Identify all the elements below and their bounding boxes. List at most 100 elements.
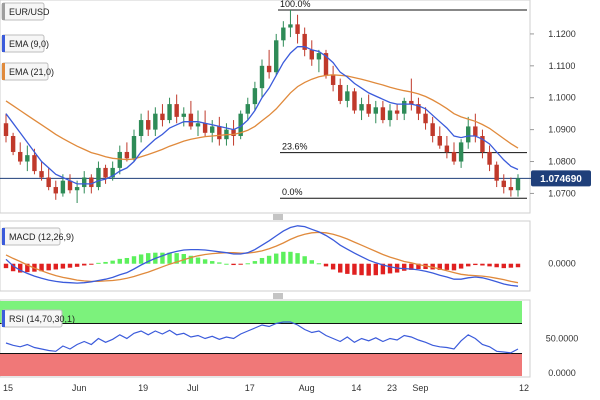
legend-ema-fast[interactable]: EMA (9,0) [1,34,49,53]
macd-histogram-bar [160,252,165,264]
candle-body [345,91,350,101]
macd-histogram-bar [380,263,386,275]
legend-ema-slow[interactable]: EMA (21,0) [1,62,54,81]
x-tick-label: 12 [519,383,529,393]
candle-body [46,177,51,188]
candle-body [430,123,435,137]
macd-histogram-bar [366,263,371,276]
macd-histogram-bar [252,261,258,264]
macd-histogram-bar [96,262,101,264]
macd-histogram-bar [302,256,307,264]
candle-body [174,104,179,117]
macd-histogram-bar [515,263,521,268]
candle-body [444,145,450,152]
macd-histogram-bar [430,263,435,270]
macd-histogram-bar [473,263,478,266]
x-tick-label: Sep [412,383,428,393]
candle-body [437,136,442,146]
candle-body [394,110,400,114]
macd-histogram-bar [103,261,108,264]
candle-body [74,187,80,191]
rsi-tick-label: 50.0000 [546,334,579,344]
candle-body [409,100,414,105]
macd-histogram-bar [167,252,172,264]
macd-tick-label: 0.0000 [548,259,576,269]
ema-layer [5,46,519,185]
candle-body [316,53,322,60]
candle-body [67,180,73,191]
candle-body [231,129,236,137]
price-tick-label: 1.0800 [548,157,576,167]
rsi-label: RSI (14,70,30,1) [9,314,75,324]
candle-body [238,113,243,137]
candle-body [359,104,364,111]
ema-slow-line [5,74,519,161]
macd-histogram-bar [188,255,194,264]
macd-histogram-bar [281,251,286,264]
macd-histogram-bar [409,263,414,270]
macd-histogram-bar [67,263,73,268]
macd-histogram-bar [82,263,87,266]
legend-symbol[interactable]: EUR/USD [1,2,50,21]
macd-histogram-bar [210,261,215,264]
macd-histogram-bar [60,263,66,269]
candle-body [366,104,371,114]
rsi-resize-handle[interactable] [273,293,283,299]
legend-rsi[interactable]: RSI (14,70,30,1) [1,309,75,328]
macd-histogram-bar [352,263,357,275]
x-tick-label: 15 [3,383,13,393]
macd-histogram-bar [295,253,300,264]
macd-histogram-bar [231,263,236,266]
macd-histogram-bar [501,263,506,269]
macd-histogram-bar [245,263,250,265]
ema-fast-line [5,46,519,185]
candle-body [302,33,307,50]
macd-histogram-bar [25,263,30,273]
candle-body [487,151,492,165]
candle-body [494,164,499,181]
fib-label: 100.0% [280,0,311,9]
candle-body [466,126,471,143]
candle-body [416,104,421,114]
fib-label: 23.6% [282,142,308,152]
macd-histogram-bar [323,263,329,267]
macd-histogram-bar [487,263,492,267]
macd-label: MACD (12,26,9) [9,232,74,242]
macd-histogram-bar [466,263,471,267]
rsi-overbought-zone [0,301,522,324]
candle-body [202,123,208,133]
candle-body [195,123,201,127]
candle-body [515,178,521,191]
macd-histogram-bar [202,259,208,264]
candle-body [266,65,272,73]
macd-resize-handle[interactable] [273,214,283,220]
candle-body [338,84,343,101]
rsi-tick-label: 0.0000 [548,368,576,378]
macd-histogram-bar [53,263,58,270]
macd-histogram-bar [274,253,279,264]
macd-histogram-bar [3,263,9,269]
candle-body [373,107,378,114]
candle-body [480,136,485,152]
legend-macd[interactable]: MACD (12,26,9) [1,227,74,246]
macd-histogram-bar [131,256,137,264]
last-price-label: 1.074690 [540,174,582,185]
candle-body [330,75,336,85]
macd-histogram-bar [117,258,122,264]
candle-body [96,167,101,188]
candle-body [245,104,250,114]
candle-body [352,91,357,111]
candle-body [60,180,66,194]
x-tick-label: Jul [187,383,199,393]
rsi-layer [0,321,522,354]
macd-histogram-bar [338,263,343,273]
candle-body [131,136,137,159]
candle-body [53,187,58,194]
macd-histogram-bar [89,263,94,265]
macd-histogram-bar [288,251,293,264]
ema-slow-label: EMA (21,0) [9,67,54,77]
macd-histogram-bar [124,257,130,264]
macd-histogram-bar [373,263,378,276]
macd-histogram-bar [74,263,80,267]
candle-body [82,177,87,188]
